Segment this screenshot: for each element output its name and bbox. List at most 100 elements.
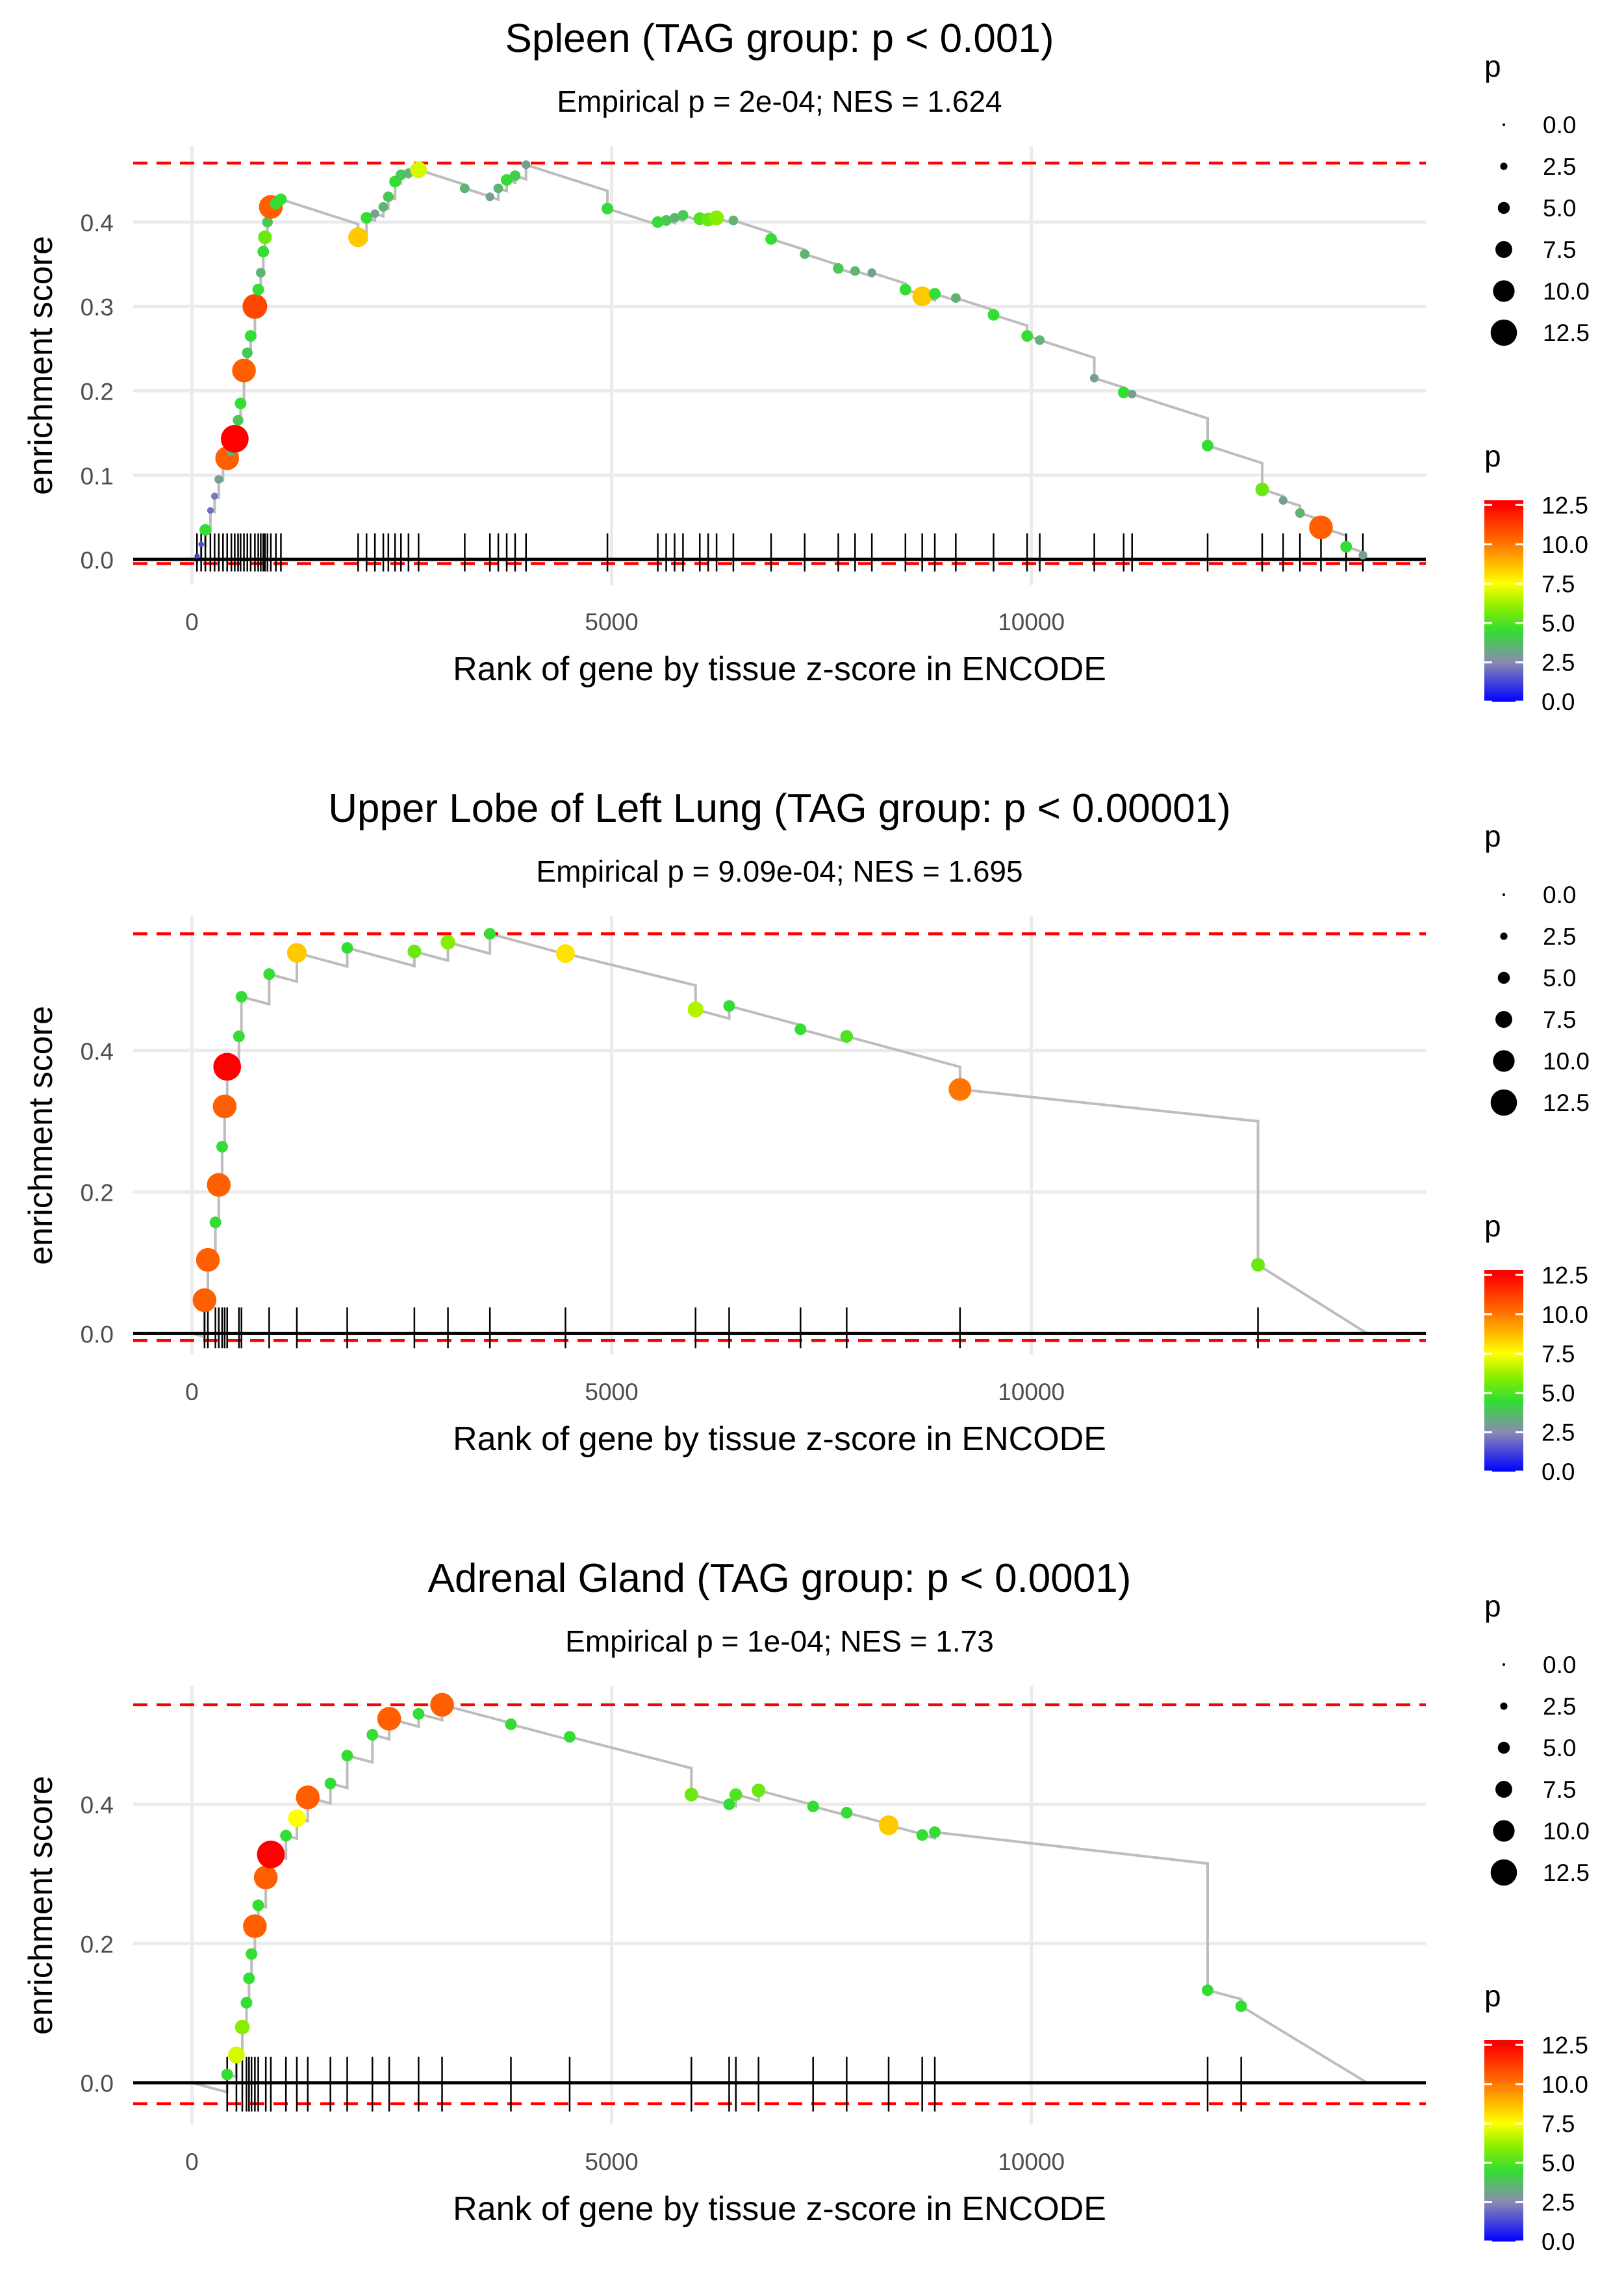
data-point	[1295, 508, 1305, 518]
legend: p 0.0 2.5 5.0 7.5 10.0 12.5 p 0.0 2.5 5.0 7.5 10.0 12…	[1484, 49, 1590, 715]
data-point	[286, 943, 307, 963]
size-legend-label: 0.0	[1543, 1652, 1576, 1678]
y-tick-label: 0.3	[81, 294, 114, 321]
color-legend-label: 0.0	[1542, 1459, 1575, 1485]
data-point	[1021, 330, 1034, 342]
data-point	[242, 294, 268, 319]
data-point	[440, 934, 455, 950]
size-legend-label: 7.5	[1543, 236, 1576, 263]
size-legend-title: p	[1484, 49, 1501, 83]
size-legend-dot	[1500, 162, 1508, 170]
x-tick-label: 5000	[585, 609, 638, 635]
data-point	[258, 230, 272, 244]
data-point	[210, 492, 218, 500]
size-legend-label: 5.0	[1543, 195, 1576, 222]
points	[194, 160, 1367, 560]
data-point	[1235, 2000, 1247, 2012]
data-point	[232, 359, 256, 383]
color-bar	[1484, 500, 1523, 702]
x-tick-label: 10000	[998, 609, 1065, 635]
data-point	[348, 227, 368, 248]
x-tick-label: 10000	[998, 2149, 1065, 2175]
size-legend-title: p	[1484, 1589, 1501, 1623]
data-point	[912, 286, 932, 307]
data-point	[563, 1731, 576, 1743]
data-point	[246, 1948, 258, 1960]
size-legend-label: 2.5	[1543, 153, 1576, 180]
data-point	[728, 215, 739, 225]
color-legend-label: 5.0	[1542, 2150, 1575, 2177]
data-point	[194, 554, 200, 559]
size-legend-dot	[1493, 1050, 1515, 1072]
gridlines	[133, 146, 1426, 585]
data-point	[484, 928, 496, 940]
size-legend-label: 5.0	[1543, 1735, 1576, 1761]
size-legend-label: 12.5	[1543, 320, 1590, 346]
size-legend-dot	[1495, 241, 1512, 258]
color-legend-label: 10.0	[1542, 1301, 1588, 1328]
data-point	[378, 202, 388, 212]
data-point	[929, 288, 941, 300]
color-legend-label: 7.5	[1542, 1340, 1575, 1367]
y-axis-title: enrichment score	[22, 1776, 60, 2035]
x-tick-label: 0	[185, 609, 199, 635]
size-legend-label: 7.5	[1543, 1776, 1576, 1803]
x-tick-label: 0	[185, 2149, 199, 2175]
data-point	[807, 1800, 819, 1813]
data-point	[324, 1778, 336, 1789]
color-legend-label: 10.0	[1542, 2071, 1588, 2098]
data-point	[263, 968, 275, 980]
color-legend-label: 12.5	[1542, 2032, 1588, 2058]
data-point	[341, 942, 353, 954]
gene-rug	[196, 533, 1364, 572]
chart-title: Spleen (TAG group: p < 0.001)	[505, 16, 1054, 61]
size-legend-dot	[1500, 1702, 1508, 1710]
y-tick-label: 0.1	[81, 463, 114, 489]
data-point	[252, 1899, 264, 1911]
data-point	[257, 1840, 285, 1869]
y-tick-label: 0.4	[81, 1792, 114, 1819]
data-point	[430, 1693, 454, 1717]
data-point	[216, 1140, 228, 1153]
chart-panel-1: Spleen (TAG group: p < 0.001) Empirical p…	[22, 16, 1590, 715]
data-point	[522, 160, 531, 170]
data-point	[235, 991, 247, 1003]
size-legend-label: 10.0	[1543, 1818, 1590, 1845]
chart-panel-2: Upper Lobe of Left Lung (TAG group: p < …	[22, 786, 1590, 1485]
data-point	[916, 1829, 928, 1841]
data-point	[1358, 550, 1367, 560]
data-point	[410, 161, 427, 179]
data-point	[867, 268, 876, 277]
size-legend-dot	[1493, 280, 1515, 302]
x-tick-label: 5000	[585, 2149, 638, 2175]
data-point	[243, 1973, 255, 1984]
data-point	[243, 1914, 267, 1938]
data-point	[505, 1718, 517, 1730]
data-point	[240, 1997, 253, 2009]
x-tick-label: 5000	[585, 1379, 638, 1405]
data-point	[220, 425, 249, 453]
chart-subtitle: Empirical p = 2e-04; NES = 1.624	[557, 84, 1002, 118]
data-point	[253, 1865, 278, 1889]
gene-rug	[203, 1307, 1259, 1349]
x-axis-title: Rank of gene by tissue z-score in ENCODE	[453, 1420, 1106, 1458]
data-point	[661, 215, 672, 226]
data-point	[899, 283, 911, 296]
data-point	[262, 216, 273, 228]
y-tick-label: 0.0	[81, 2071, 114, 2097]
data-point	[257, 246, 270, 258]
data-point	[878, 1815, 899, 1835]
data-point	[296, 1785, 320, 1809]
data-point	[841, 1807, 853, 1819]
chart-panel-3: Adrenal Gland (TAG group: p < 0.0001) Emp…	[22, 1556, 1590, 2255]
data-point	[1278, 496, 1288, 505]
data-point	[493, 183, 503, 194]
data-point	[1255, 482, 1269, 496]
gridlines	[133, 1686, 1426, 2125]
size-legend-label: 2.5	[1543, 1693, 1576, 1720]
chart-subtitle: Empirical p = 1e-04; NES = 1.73	[565, 1624, 994, 1658]
data-point	[199, 524, 212, 536]
x-axis-title: Rank of gene by tissue z-score in ENCODE	[453, 2190, 1106, 2228]
data-point	[212, 1094, 237, 1119]
data-point	[723, 1798, 735, 1811]
